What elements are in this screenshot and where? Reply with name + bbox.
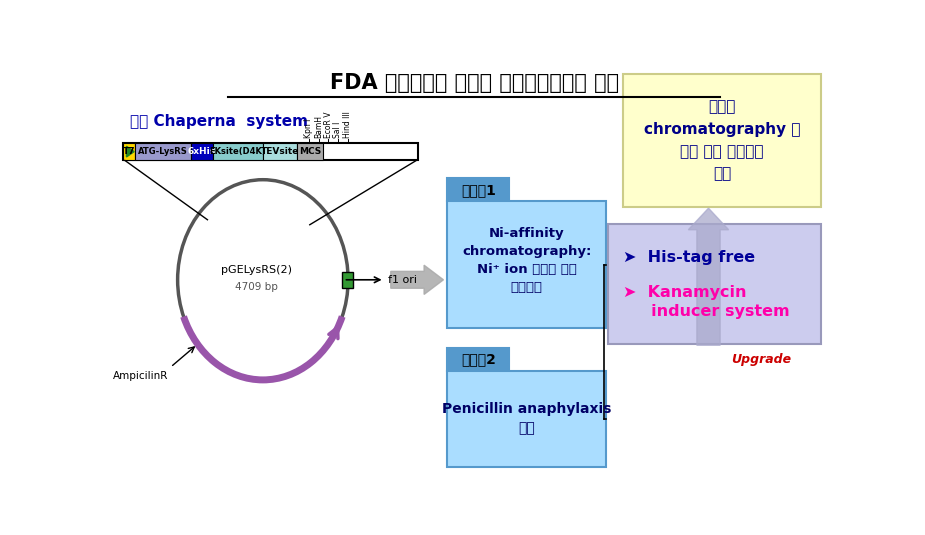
Bar — [448, 201, 606, 328]
Text: Sal I: Sal I — [334, 122, 342, 138]
Text: FDA 허가기준에 부합한 단백질발현벡터 개발: FDA 허가기준에 부합한 단백질발현벡터 개발 — [329, 73, 619, 94]
Bar — [448, 178, 510, 201]
Text: Hind III: Hind III — [343, 111, 352, 138]
FancyArrow shape — [688, 208, 729, 345]
Polygon shape — [127, 146, 134, 157]
Bar — [213, 143, 263, 160]
Bar — [297, 143, 323, 160]
Bar — [263, 143, 297, 160]
Text: f1 ori: f1 ori — [388, 275, 417, 285]
Bar — [342, 272, 352, 287]
Text: MCS: MCS — [299, 147, 321, 156]
Text: 새로운
chromatography 조
합에 의한 정제공정
확립: 새로운 chromatography 조 합에 의한 정제공정 확립 — [644, 100, 800, 181]
Bar — [448, 348, 510, 371]
Text: ➤  Kanamycin
     inducer system: ➤ Kanamycin inducer system — [623, 285, 790, 319]
Text: T7: T7 — [123, 147, 135, 156]
Bar — [608, 224, 820, 343]
Bar — [448, 371, 606, 467]
Bar — [623, 74, 820, 207]
Bar — [123, 143, 134, 160]
Bar — [123, 143, 418, 160]
Text: Penicillin anaphylaxis
방지: Penicillin anaphylaxis 방지 — [442, 402, 611, 435]
Text: ATG-LysRS: ATG-LysRS — [138, 147, 188, 156]
Text: Upgrade: Upgrade — [731, 353, 791, 365]
Text: EKsite(D4K): EKsite(D4K) — [209, 147, 266, 156]
Text: EcoR V: EcoR V — [324, 112, 333, 138]
Text: TEVsite: TEVsite — [261, 147, 299, 156]
Bar — [191, 143, 213, 160]
FancyArrow shape — [390, 265, 443, 294]
Text: 4709 bp: 4709 bp — [235, 282, 278, 293]
Text: 기존 Chaperna  system: 기존 Chaperna system — [130, 114, 308, 129]
Bar — [134, 143, 191, 160]
Text: 문제점2: 문제점2 — [461, 352, 496, 366]
Text: pGELysRS(2): pGELysRS(2) — [221, 265, 292, 275]
Text: BamH: BamH — [314, 115, 323, 138]
Text: AmpicilinR: AmpicilinR — [113, 371, 168, 381]
Text: 6xHis: 6xHis — [188, 147, 216, 156]
Text: 문제점1: 문제점1 — [461, 183, 496, 197]
Text: Kpn I: Kpn I — [304, 119, 314, 138]
Text: ➤  His-tag free: ➤ His-tag free — [623, 250, 756, 265]
Text: Ni-affinity
chromatography:
Ni⁺ ion 혼재에 의한
독성문제: Ni-affinity chromatography: Ni⁺ ion 혼재에 … — [462, 227, 591, 294]
